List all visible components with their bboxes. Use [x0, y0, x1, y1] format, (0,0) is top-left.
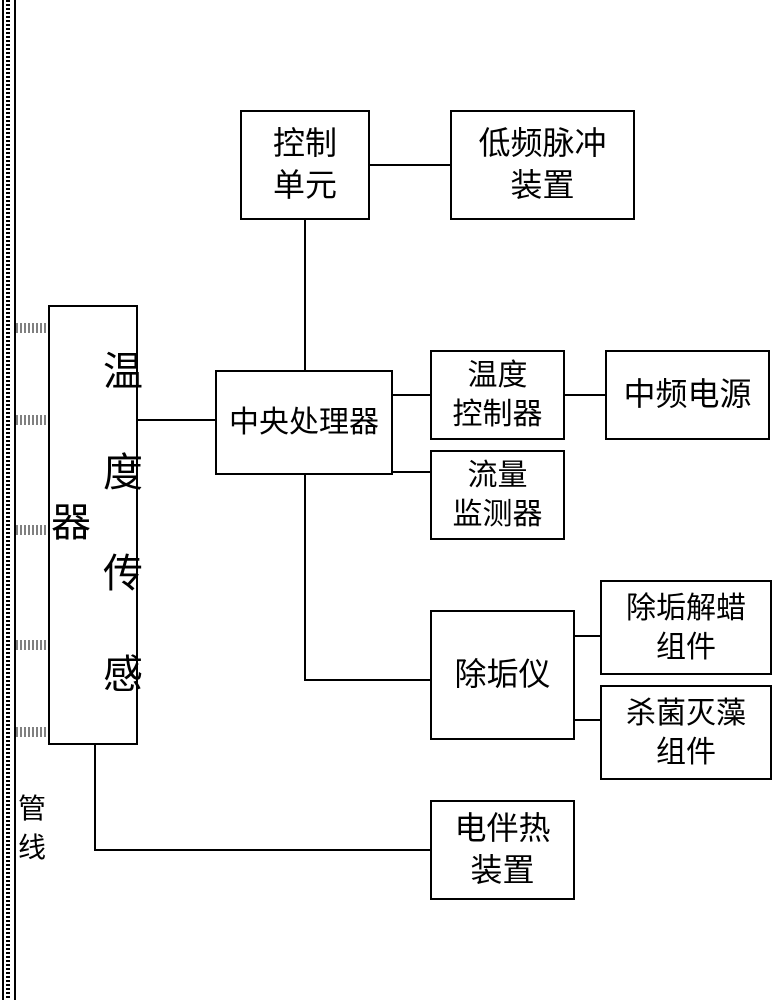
edge: [575, 719, 600, 721]
node-label: 温 度 传 感 器: [41, 307, 145, 743]
edge: [393, 394, 430, 396]
node-label: 控制 单元: [273, 123, 337, 206]
edge: [304, 475, 306, 681]
pipeline-label: 管 线: [18, 790, 46, 868]
node-label: 中频电源: [623, 374, 751, 416]
node-flow-monitor: 流量 监测器: [430, 450, 565, 540]
node-label: 中央处理器: [229, 403, 379, 442]
node-label: 电伴热 装置: [454, 808, 550, 891]
node-label: 杀菌灭藻 组件: [626, 694, 746, 772]
node-heat-trace: 电伴热 装置: [430, 800, 575, 900]
node-temp-controller: 温度 控制器: [430, 350, 565, 440]
node-label: 除垢仪: [454, 654, 550, 696]
edge: [304, 679, 430, 681]
edge: [138, 419, 215, 421]
edge: [304, 220, 306, 370]
edge: [94, 849, 430, 851]
pipeline-inner: [6, 0, 10, 1000]
node-label: 流量 监测器: [453, 456, 543, 534]
node-low-freq-pulse: 低频脉冲 装置: [450, 110, 635, 220]
edge: [565, 394, 605, 396]
node-label: 温度 控制器: [453, 356, 543, 434]
node-descaler: 除垢仪: [430, 610, 575, 740]
pipeline-outer-right: [14, 0, 16, 1000]
node-descale-dewax: 除垢解蜡 组件: [600, 580, 772, 675]
pipeline-outer-left: [2, 0, 4, 1000]
edge: [575, 635, 600, 637]
node-sterilize: 杀菌灭藻 组件: [600, 685, 772, 780]
node-cpu: 中央处理器: [215, 370, 393, 475]
node-control-unit: 控制 单元: [240, 110, 370, 220]
node-label: 低频脉冲 装置: [478, 123, 606, 206]
edge: [393, 471, 430, 473]
node-label: 除垢解蜡 组件: [626, 589, 746, 667]
block-diagram: 管 线 温 度 传 感 器 控制 单元 低频脉冲 装置 中央处理器 温度 控制器…: [0, 0, 784, 1000]
edge: [94, 745, 96, 851]
node-temp-sensor: 温 度 传 感 器: [48, 305, 138, 745]
edge: [370, 164, 450, 166]
node-mid-freq-power: 中频电源: [605, 350, 770, 440]
